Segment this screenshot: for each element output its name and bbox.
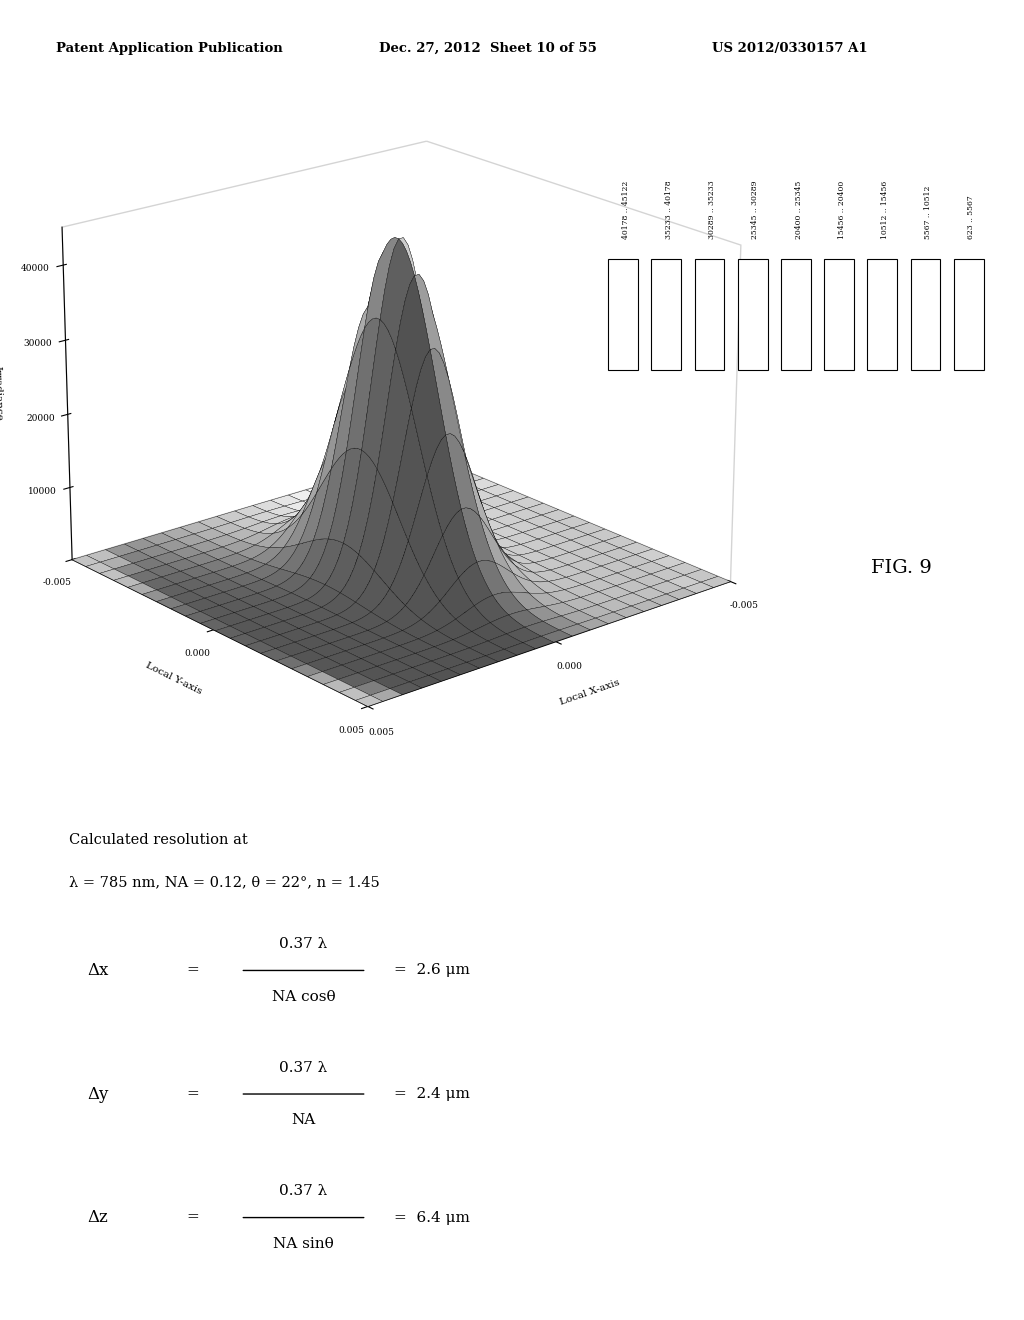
Text: =  6.4 μm: = 6.4 μm [393,1210,469,1225]
Text: 623 .. 5567: 623 .. 5567 [968,195,976,239]
Bar [867,259,897,370]
Bar [694,259,724,370]
Bar [954,259,984,370]
Y-axis label: Local Y-axis: Local Y-axis [144,660,203,696]
Bar [824,259,854,370]
Text: Dec. 27, 2012  Sheet 10 of 55: Dec. 27, 2012 Sheet 10 of 55 [379,42,597,55]
Text: =  2.6 μm: = 2.6 μm [393,964,469,978]
Text: NA: NA [292,1113,315,1127]
Bar [910,259,940,370]
Text: 25345 .. 30289: 25345 .. 30289 [752,181,759,239]
Text: Δz: Δz [87,1209,108,1226]
Text: Δy: Δy [87,1085,109,1102]
Bar [651,259,681,370]
Bar [781,259,811,370]
Text: 10512 .. 15456: 10512 .. 15456 [881,181,889,239]
Text: 20400 .. 25345: 20400 .. 25345 [795,181,803,239]
Text: Calculated resolution at: Calculated resolution at [70,833,248,846]
Text: 5567 .. 10512: 5567 .. 10512 [925,186,932,239]
Text: =: = [186,1086,199,1101]
Text: 35233 .. 40178: 35233 .. 40178 [665,181,673,239]
Text: λ = 785 nm, NA = 0.12, θ = 22°, n = 1.45: λ = 785 nm, NA = 0.12, θ = 22°, n = 1.45 [70,875,380,890]
Bar [608,259,638,370]
Text: 0.37 λ: 0.37 λ [280,1061,328,1074]
X-axis label: Local X-axis: Local X-axis [559,678,621,708]
Text: NA sinθ: NA sinθ [273,1237,334,1251]
Text: 40178 .. 45122: 40178 .. 45122 [622,181,630,239]
Text: 0.37 λ: 0.37 λ [280,937,328,952]
Text: Δx: Δx [87,962,109,979]
Text: 30289 .. 35233: 30289 .. 35233 [708,180,716,239]
Text: FIG. 9: FIG. 9 [870,558,932,577]
Text: NA cosθ: NA cosθ [271,990,335,1003]
Text: Patent Application Publication: Patent Application Publication [56,42,283,55]
Text: =: = [186,964,199,978]
Text: 0.37 λ: 0.37 λ [280,1184,328,1199]
Text: =  2.4 μm: = 2.4 μm [393,1086,469,1101]
Bar [737,259,768,370]
Text: =: = [186,1210,199,1225]
Text: 15456 .. 20400: 15456 .. 20400 [838,181,846,239]
Text: US 2012/0330157 A1: US 2012/0330157 A1 [712,42,867,55]
